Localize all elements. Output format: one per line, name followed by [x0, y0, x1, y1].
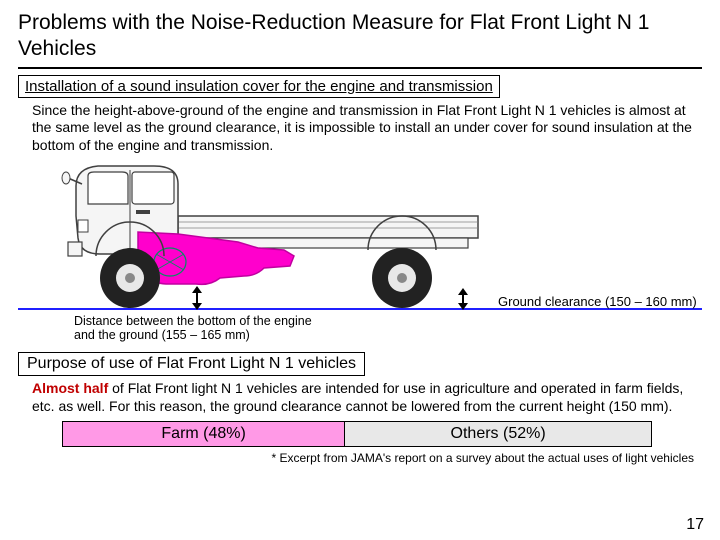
section2-body-rest: of Flat Front light N 1 vehicles are int…	[32, 380, 683, 414]
truck-diagram: Ground clearance (150 – 160 mm) Distance…	[18, 156, 702, 346]
ground-clearance-label: Ground clearance (150 – 160 mm)	[498, 294, 697, 309]
distance-label-line1: Distance between the bottom of the engin…	[74, 314, 312, 328]
usage-bar-chart: Farm (48%)Others (52%)	[62, 421, 652, 447]
bar-segment: Farm (48%)	[63, 422, 345, 446]
section2-body: Almost half of Flat Front light N 1 vehi…	[18, 380, 702, 415]
truck-svg	[28, 156, 498, 326]
section1-body: Since the height-above-ground of the eng…	[18, 102, 702, 155]
section2-heading: Purpose of use of Flat Front Light N 1 v…	[18, 352, 365, 376]
distance-label-line2: and the ground (155 – 165 mm)	[74, 328, 250, 342]
engine-ground-arrow	[192, 286, 202, 310]
section1-heading: Installation of a sound insulation cover…	[18, 75, 500, 98]
ground-clearance-arrow	[458, 288, 468, 310]
emphasis-almost-half: Almost half	[32, 380, 108, 396]
engine-ground-distance-label: Distance between the bottom of the engin…	[74, 314, 312, 343]
page-number: 17	[686, 516, 704, 534]
bar-segment: Others (52%)	[345, 422, 651, 446]
page-title: Problems with the Noise-Reduction Measur…	[18, 10, 702, 69]
footnote: * Excerpt from JAMA's report on a survey…	[18, 451, 702, 465]
